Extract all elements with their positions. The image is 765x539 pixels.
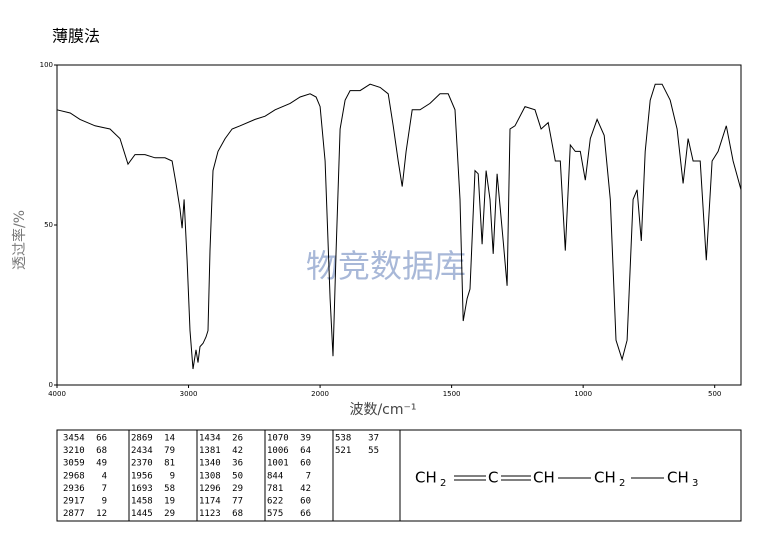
- formula-subscript: 3: [692, 478, 698, 489]
- peak-wavenumber: 3059: [63, 459, 85, 469]
- peak-wavenumber: 1174: [199, 497, 221, 507]
- y-tick-label: 50: [44, 221, 53, 229]
- x-tick-label: 4000: [48, 390, 66, 398]
- y-axis-label: 透过率/%: [11, 210, 28, 270]
- peak-wavenumber: 575: [267, 509, 283, 519]
- peak-transmittance: 66: [96, 434, 107, 444]
- peak-transmittance: 37: [368, 434, 379, 444]
- peak-transmittance: 60: [300, 459, 311, 469]
- peak-wavenumber: 2877: [63, 509, 85, 519]
- peak-wavenumber: 1123: [199, 509, 221, 519]
- peak-wavenumber: 2917: [63, 497, 85, 507]
- peak-wavenumber: 2370: [131, 459, 153, 469]
- peak-transmittance: 42: [232, 446, 243, 456]
- peak-wavenumber: 521: [335, 446, 351, 456]
- x-tick-label: 1500: [443, 390, 461, 398]
- watermark: 物竞数据库: [306, 247, 466, 285]
- formula-group: CH: [594, 469, 616, 487]
- peak-wavenumber: 2869: [131, 434, 153, 444]
- peak-wavenumber: 1296: [199, 484, 221, 494]
- peak-wavenumber: 844: [267, 471, 283, 481]
- peak-wavenumber: 3454: [63, 434, 85, 444]
- peak-wavenumber: 1308: [199, 471, 221, 481]
- peak-wavenumber: 1001: [267, 459, 289, 469]
- table-frame: [56, 429, 742, 522]
- peak-wavenumber: 1458: [131, 497, 153, 507]
- peak-wavenumber: 1693: [131, 484, 153, 494]
- peak-transmittance: 68: [96, 446, 107, 456]
- formula-group: CH: [415, 469, 437, 487]
- plot-frame: [56, 64, 742, 386]
- peak-wavenumber: 1956: [131, 471, 153, 481]
- peak-transmittance: 12: [96, 509, 107, 519]
- peak-wavenumber: 622: [267, 497, 283, 507]
- x-tick-label: 500: [708, 390, 721, 398]
- peak-wavenumber: 2434: [131, 446, 153, 456]
- peak-wavenumber: 2968: [63, 471, 85, 481]
- peak-wavenumber: 1445: [131, 509, 153, 519]
- peak-transmittance: 55: [368, 446, 379, 456]
- peak-transmittance: 4: [102, 471, 107, 481]
- peak-wavenumber: 781: [267, 484, 283, 494]
- peak-transmittance: 77: [232, 497, 243, 507]
- peak-transmittance: 39: [300, 434, 311, 444]
- peak-transmittance: 7: [306, 471, 311, 481]
- peak-wavenumber: 2936: [63, 484, 85, 494]
- peak-transmittance: 68: [232, 509, 243, 519]
- peak-wavenumber: 3210: [63, 446, 85, 456]
- peak-transmittance: 7: [102, 484, 107, 494]
- peak-transmittance: 19: [164, 497, 175, 507]
- peak-wavenumber: 538: [335, 434, 351, 444]
- peak-transmittance: 79: [164, 446, 175, 456]
- peak-transmittance: 9: [102, 497, 107, 507]
- peak-transmittance: 66: [300, 509, 311, 519]
- peak-wavenumber: 1434: [199, 434, 221, 444]
- chart-title: 薄膜法: [52, 27, 100, 46]
- x-tick-label: 2000: [311, 390, 329, 398]
- formula-subscript: 2: [619, 478, 625, 489]
- formula-subscript: 2: [440, 478, 446, 489]
- peak-transmittance: 29: [164, 509, 175, 519]
- y-tick-label: 100: [40, 61, 53, 69]
- peak-transmittance: 42: [300, 484, 311, 494]
- formula-group: C: [488, 469, 498, 487]
- peak-transmittance: 49: [96, 459, 107, 469]
- formula-group: CH: [667, 469, 689, 487]
- peak-wavenumber: 1006: [267, 446, 289, 456]
- peak-transmittance: 9: [170, 471, 175, 481]
- peak-wavenumber: 1381: [199, 446, 221, 456]
- formula-group: CH: [533, 469, 555, 487]
- y-tick-label: 0: [49, 381, 53, 389]
- spectrum-line: [56, 83, 742, 370]
- peak-transmittance: 29: [232, 484, 243, 494]
- peak-transmittance: 36: [232, 459, 243, 469]
- peak-wavenumber: 1070: [267, 434, 289, 444]
- peak-transmittance: 58: [164, 484, 175, 494]
- x-tick-label: 3000: [180, 390, 198, 398]
- peak-wavenumber: 1340: [199, 459, 221, 469]
- peak-transmittance: 26: [232, 434, 243, 444]
- x-tick-label: 1000: [574, 390, 592, 398]
- peak-transmittance: 60: [300, 497, 311, 507]
- peak-transmittance: 64: [300, 446, 311, 456]
- peak-transmittance: 50: [232, 471, 243, 481]
- table-dividers: [128, 430, 401, 521]
- x-axis-label: 波数/cm⁻¹: [349, 402, 416, 418]
- peak-transmittance: 14: [164, 434, 175, 444]
- peak-transmittance: 81: [164, 459, 175, 469]
